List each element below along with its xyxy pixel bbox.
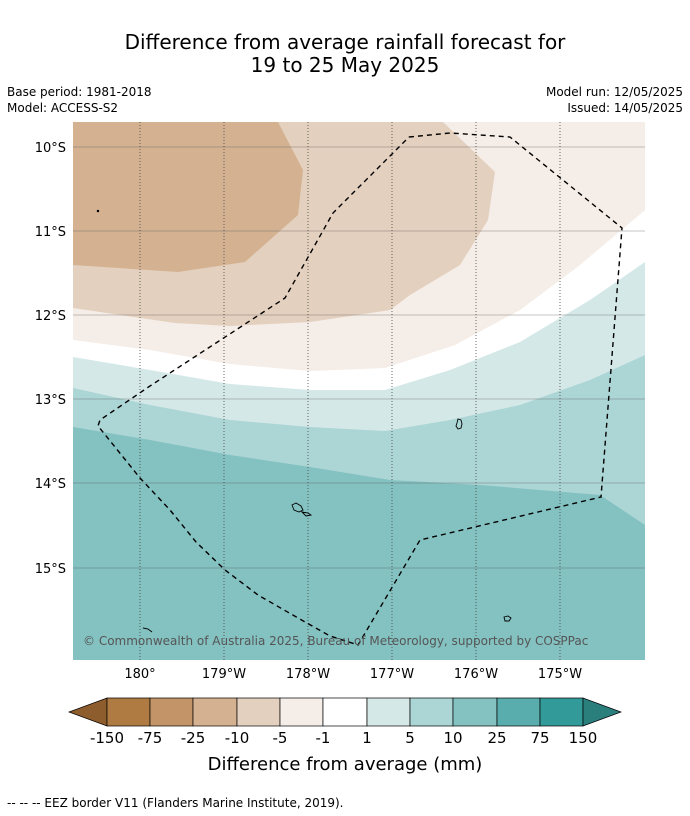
model-name: Model: ACCESS-S2 [7, 101, 119, 115]
colorbar-bin [452, 697, 498, 727]
base-period: Base period: 1981-2018 [7, 85, 152, 99]
colorbar-label: Difference from average (mm) [208, 754, 483, 775]
map-canvas: © Commonwealth of Australia 2025, Bureau… [35, 122, 645, 775]
eez-border [97, 132, 623, 646]
colorbar-bin [409, 697, 454, 727]
colorbar-extend-low [67, 697, 108, 727]
lon-label: 175°W [538, 667, 582, 682]
meta-left: Base period: 1981-2018 Model: ACCESS-S2 [7, 84, 152, 116]
lat-label: 12°S [35, 309, 66, 324]
colorbar-bin [366, 697, 411, 727]
colorbar-tick: -75 [138, 729, 163, 747]
colorbar-bin [236, 697, 281, 727]
colorbar-tick: -5 [273, 729, 288, 747]
lat-label: 13°S [35, 393, 66, 408]
eez-footnote: -- -- -- EEZ border V11 (Flanders Marine… [7, 796, 344, 810]
lat-label: 15°S [35, 562, 66, 577]
meta-right: Model run: 12/05/2025 Issued: 14/05/2025 [546, 84, 683, 116]
lon-label: 177°W [370, 667, 414, 682]
lon-label: 179°W [202, 667, 246, 682]
model-run: Model run: 12/05/2025 [545, 85, 683, 99]
lon-label: 180° [124, 667, 155, 682]
lat-label: 11°S [35, 225, 66, 240]
lon-labels: 180° 179°W 178°W 177°W 176°W 175°W [124, 667, 582, 682]
island-east [455, 418, 463, 430]
title-line-2: 19 to 25 May 2025 [250, 53, 440, 77]
colorbar-tick: -1 [316, 729, 331, 747]
island-south-west [142, 627, 153, 633]
lat-label: 14°S [35, 477, 66, 492]
colorbar-bin [192, 697, 238, 727]
island-group-central [291, 502, 313, 517]
colorbar-tick: -10 [225, 729, 250, 747]
lon-label: 176°W [454, 667, 498, 682]
issued-date: Issued: 14/05/2025 [567, 101, 683, 115]
colorbar-tick: 25 [487, 729, 506, 747]
colorbar-ticks: -150 -75 -25 -10 -5 -1 1 5 10 25 75 150 [90, 729, 597, 747]
colorbar-tick: -150 [90, 729, 124, 747]
colorbar-bin [496, 697, 541, 727]
graticule [73, 146, 645, 569]
colorbar-bin [322, 697, 368, 727]
colorbar-tick: 150 [569, 729, 598, 747]
colorbar-bin [279, 697, 324, 727]
colorbar-bin [539, 697, 584, 727]
title-line-1: Difference from average rainfall forecas… [124, 30, 566, 54]
colorbar-tick: 10 [443, 729, 462, 747]
islands [96, 209, 512, 633]
colorbar-bin [106, 697, 151, 727]
colorbar-tick: -25 [181, 729, 206, 747]
map-title: Difference from average rainfall forecas… [0, 31, 690, 77]
island-north [96, 209, 100, 213]
zone-minus-10-25 [73, 122, 303, 272]
colorbar-tick: 5 [405, 729, 415, 747]
copyright-text: © Commonwealth of Australia 2025, Bureau… [83, 634, 588, 648]
colorbar-bin [149, 697, 194, 727]
lat-label: 10°S [35, 141, 66, 156]
colorbar-extend-high [582, 697, 623, 727]
island-south-east [503, 615, 512, 622]
colorbar [67, 697, 623, 727]
lon-label: 178°W [286, 667, 330, 682]
lat-labels: 10°S 11°S 12°S 13°S 14°S 15°S [35, 141, 66, 577]
colorbar-tick: 75 [530, 729, 549, 747]
colorbar-tick: 1 [362, 729, 372, 747]
rainfall-map [73, 122, 645, 660]
